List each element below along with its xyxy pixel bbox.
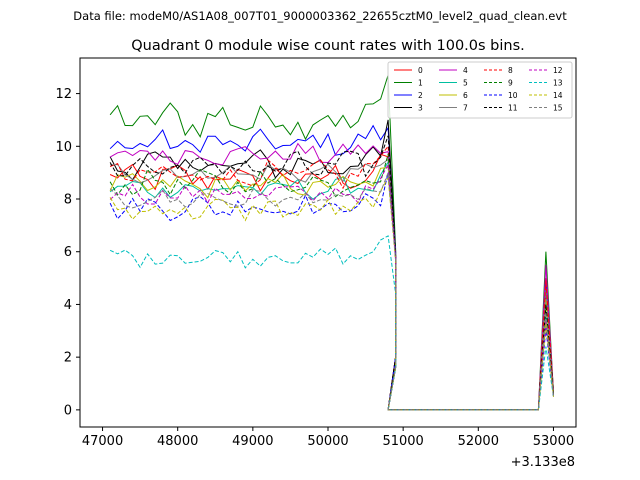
series-line-5 [109, 160, 554, 411]
x-tick-label: 50000 [307, 434, 348, 449]
series-lines [109, 74, 554, 411]
series-line-14 [109, 176, 554, 411]
x-tick-label: 52000 [458, 434, 499, 449]
legend-label-14: 14 [553, 91, 563, 100]
y-axis-ticks: 0 2 4 6 8 10 12 [55, 87, 80, 418]
y-tick-label: 8 [64, 193, 72, 208]
x-tick-label: 53000 [533, 434, 574, 449]
legend-label-15: 15 [553, 104, 563, 113]
x-axis-offset-label: +3.133e8 [511, 455, 575, 470]
y-tick-label: 0 [64, 403, 72, 418]
series-line-9 [109, 154, 554, 411]
legend-label-0: 0 [418, 66, 423, 75]
y-tick-label: 6 [64, 245, 72, 260]
y-tick-label: 10 [55, 140, 72, 155]
y-tick-label: 12 [55, 87, 72, 102]
legend-label-11: 11 [508, 104, 518, 113]
y-tick-label: 4 [64, 298, 72, 313]
series-line-7 [110, 158, 554, 411]
series-line-8 [109, 144, 554, 411]
legend-label-8: 8 [508, 66, 513, 75]
legend-label-13: 13 [553, 79, 563, 88]
legend-label-3: 3 [418, 104, 423, 113]
series-line-1 [109, 74, 554, 411]
x-tick-label: 51000 [382, 434, 423, 449]
series-line-13 [109, 235, 554, 411]
series-line-2 [109, 124, 554, 411]
series-line-15 [109, 172, 554, 411]
series-line-11 [109, 135, 554, 411]
series-line-6 [109, 166, 554, 411]
legend-label-10: 10 [508, 91, 518, 100]
series-line-3 [109, 119, 554, 411]
data-file-label: Data file: modeM0/AS1A08_007T01_90000033… [73, 9, 567, 23]
chart-title: Quadrant 0 module wise count rates with … [131, 38, 525, 54]
legend-label-4: 4 [463, 66, 468, 75]
x-tick-label: 47000 [82, 434, 123, 449]
legend-box [387, 61, 573, 119]
legend-label-6: 6 [463, 91, 468, 100]
legend-label-5: 5 [463, 79, 468, 88]
legend-label-9: 9 [508, 79, 513, 88]
series-line-12 [109, 162, 554, 411]
x-tick-label: 49000 [232, 434, 273, 449]
legend-label-2: 2 [418, 91, 423, 100]
legend-label-12: 12 [553, 66, 563, 75]
series-line-10 [109, 172, 554, 411]
y-tick-label: 2 [64, 351, 72, 366]
x-tick-label: 48000 [157, 434, 198, 449]
legend-label-1: 1 [418, 79, 423, 88]
legend-label-7: 7 [463, 104, 468, 113]
x-axis-ticks: 47000 48000 49000 50000 51000 52000 53000 [82, 427, 574, 449]
series-line-4 [109, 142, 554, 411]
